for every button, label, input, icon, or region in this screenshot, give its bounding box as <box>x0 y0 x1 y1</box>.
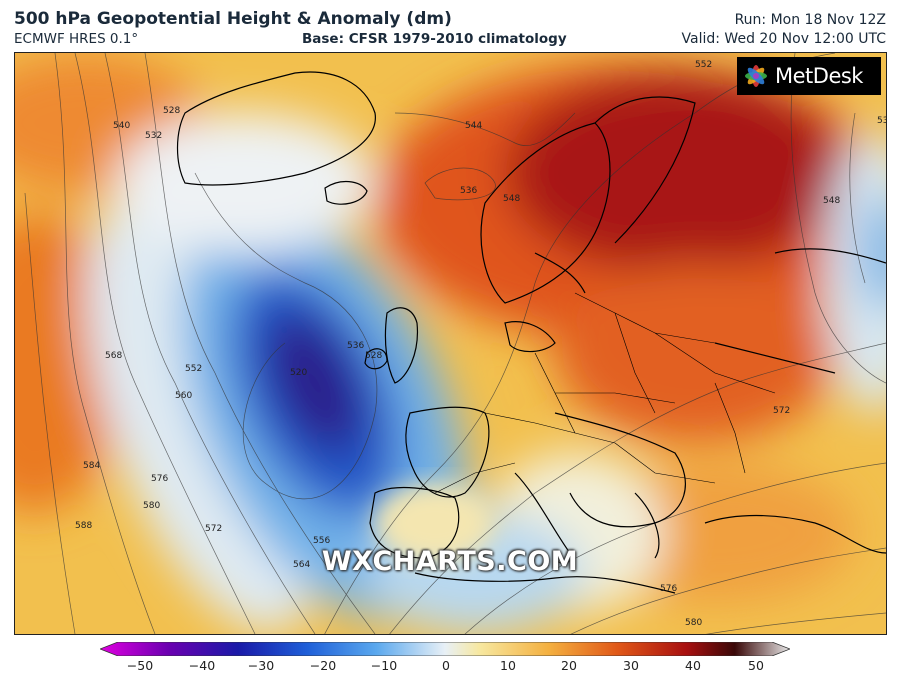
colorbar-graphic <box>98 641 792 657</box>
run-time-label: Run: Mon 18 Nov 12Z <box>734 12 886 28</box>
chart-title: 500 hPa Geopotential Height & Anomaly (d… <box>14 9 452 29</box>
contour-label: 552 <box>185 364 202 374</box>
contour-label: 536 <box>460 186 477 196</box>
colorbar-tick: 40 <box>685 658 701 673</box>
contour-label: 572 <box>205 524 222 534</box>
metdesk-logo: MetDesk <box>737 57 881 95</box>
colorbar-tick: 0 <box>442 658 450 673</box>
contour-label: 528 <box>163 106 180 116</box>
contour-label: 544 <box>465 121 482 131</box>
colorbar-tick: 20 <box>561 658 577 673</box>
colorbar-tick: −10 <box>370 658 398 673</box>
contour-label: 548 <box>503 194 520 204</box>
contour-labels: 552 544 536 548 536 540 532 528 520 536 … <box>75 60 886 628</box>
contour-label: 580 <box>143 501 160 511</box>
contour-label: 576 <box>660 584 677 594</box>
colorbar-tick: −30 <box>247 658 275 673</box>
colorbar-tick: −50 <box>126 658 154 673</box>
colorbar-tick: −20 <box>309 658 337 673</box>
contour-label: 576 <box>151 474 168 484</box>
contour-label: 580 <box>685 618 702 628</box>
contour-label: 536 <box>877 116 886 126</box>
colorbar-tick: −40 <box>188 658 216 673</box>
contour-label: 588 <box>75 521 92 531</box>
contour-label: 552 <box>695 60 712 70</box>
contour-label: 556 <box>313 536 330 546</box>
model-label: ECMWF HRES 0.1° <box>14 31 139 47</box>
colorbar-tick: 30 <box>623 658 639 673</box>
contour-label: 548 <box>823 196 840 206</box>
contour-label: 540 <box>113 121 130 131</box>
contour-label: 568 <box>105 351 122 361</box>
contour-label: 560 <box>175 391 192 401</box>
contour-label: 528 <box>365 351 382 361</box>
colorbar-tick-labels: −50 −40 −30 −20 −10 0 10 20 30 40 50 <box>0 658 900 678</box>
metdesk-logo-mark <box>745 65 767 87</box>
climatology-base-label: Base: CFSR 1979-2010 climatology <box>302 31 567 47</box>
colorbar-tick: 10 <box>500 658 516 673</box>
contour-label: 572 <box>773 406 790 416</box>
logo-text: MetDesk <box>775 64 863 88</box>
contour-label: 564 <box>293 560 310 570</box>
colorbar-tick: 50 <box>748 658 764 673</box>
country-borders <box>434 292 776 494</box>
contour-label: 532 <box>145 131 162 141</box>
anomaly-field: 552 544 536 548 536 540 532 528 520 536 … <box>15 53 886 634</box>
contour-label: 520 <box>290 368 307 378</box>
contour-label: 584 <box>83 461 100 471</box>
anomaly-colorbar <box>98 641 792 657</box>
height-contours <box>24 53 886 634</box>
weather-map: 552 544 536 548 536 540 532 528 520 536 … <box>14 52 887 635</box>
contour-label: 536 <box>347 341 364 351</box>
watermark: WXCHARTS.COM <box>321 546 579 577</box>
valid-time-label: Valid: Wed 20 Nov 12:00 UTC <box>681 31 886 47</box>
coastlines <box>176 71 886 594</box>
